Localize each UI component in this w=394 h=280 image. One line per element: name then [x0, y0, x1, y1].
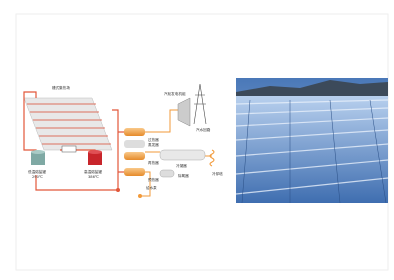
condenser	[160, 150, 205, 160]
heat-exchangers	[124, 128, 145, 176]
label: 冷凝器	[176, 163, 187, 168]
hot-tank	[88, 150, 102, 165]
label: 高温熔盐罐	[84, 169, 102, 174]
label: 386℃	[88, 175, 99, 179]
pump	[116, 188, 120, 192]
photo	[236, 78, 388, 203]
cold-tank	[31, 150, 45, 165]
heater	[62, 146, 76, 152]
label: 290℃	[32, 175, 43, 179]
label: 汽水回路	[196, 127, 211, 132]
page: 槽式集热场 低温熔盐罐 290℃ 高温熔盐罐 386℃	[0, 0, 394, 280]
label: 预热器	[148, 177, 159, 182]
pump	[138, 194, 142, 198]
label: 槽式集热场	[52, 85, 70, 90]
deaerator	[160, 170, 174, 177]
label: 再热器	[148, 160, 159, 165]
label: 过热器	[148, 137, 159, 142]
label: 除氧器	[178, 173, 189, 178]
label: 给水泵	[146, 185, 157, 190]
label: 汽轮发电机组	[164, 91, 186, 96]
label: 低温熔盐罐	[28, 169, 46, 174]
label: 冷却塔	[212, 171, 223, 176]
label: 蒸发器	[148, 142, 159, 147]
